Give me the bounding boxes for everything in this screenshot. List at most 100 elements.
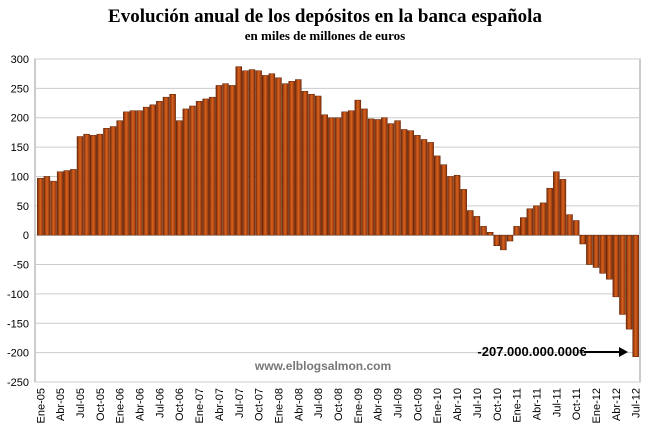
bar [619,234,626,315]
bar [156,101,163,236]
y-tick-label: -150 [7,318,29,330]
x-tick-label: Abr-05 [55,388,67,421]
bar [526,208,534,236]
x-tick-label: Oct-05 [95,388,107,421]
bar [486,231,494,236]
bar [506,234,514,242]
y-tick-label: -200 [7,348,29,360]
bar [394,120,401,236]
x-tick-label: Oct-08 [333,388,345,421]
y-tick-label: 50 [17,201,29,213]
x-tick-label: Jul-12 [631,388,643,418]
bar [361,108,368,236]
bar [473,216,481,236]
x-tick-label: Ene-08 [273,388,285,423]
bar [96,133,104,236]
bar [195,101,203,236]
bar [420,139,428,236]
bar [169,93,176,236]
bar [381,117,388,236]
x-tick-label: Jul-09 [393,388,405,418]
bar [288,81,295,236]
x-tick-label: Jul-07 [234,388,246,418]
bar [162,96,170,236]
bar [434,155,441,236]
bar [612,234,620,298]
bar [281,83,289,236]
x-tick-label: Ene-05 [35,388,47,423]
bar [176,120,183,236]
x-tick-label: Abr-12 [611,388,623,421]
bar [116,120,123,236]
x-tick-label: Abr-09 [373,388,385,421]
x-tick-label: Oct-11 [571,388,583,420]
x-tick-label: Ene-07 [194,388,206,423]
x-tick-label: Abr-06 [135,388,147,421]
y-tick-label: 300 [11,54,29,66]
bar [579,234,586,245]
x-tick-label: Abr-10 [452,388,464,421]
bar [314,95,322,236]
y-tick-label: 100 [11,171,29,183]
bar [632,234,639,357]
y-tick-label: -100 [7,289,29,301]
x-tick-label: Jul-08 [313,388,325,418]
bar [520,217,527,236]
bar [63,170,70,236]
bar [235,66,242,236]
bar [387,123,395,236]
bar [70,169,77,236]
bar [209,96,216,236]
x-tick-label: Jul-05 [75,388,87,418]
bar [453,175,461,236]
bar [427,142,434,236]
bar [460,189,467,236]
x-tick-label: Jul-11 [551,388,563,417]
y-tick-label: -50 [13,260,29,272]
bar [625,234,633,330]
bar [341,111,348,236]
bar [493,234,500,247]
bar [513,226,520,236]
bar [56,171,64,236]
bar [500,234,507,251]
bar [572,220,580,236]
bar [215,85,223,236]
x-tick-label: Ene-09 [353,388,365,423]
bar [222,83,229,236]
x-tick-label: Ene-10 [432,388,444,423]
bar [182,108,190,236]
bar [76,136,84,236]
x-tick-label: Abr-08 [293,388,305,421]
bar [599,234,606,274]
x-tick-label: Abr-07 [214,388,226,421]
bar [129,110,137,236]
bar [354,99,362,236]
watermark: www.elblogsalmon.com [254,359,391,373]
bar [189,105,196,236]
bar [533,205,540,236]
bar [586,234,593,265]
bar [228,85,236,236]
bar [546,187,553,236]
bar [275,77,282,236]
bar [123,111,130,236]
bar [90,135,97,236]
bar [149,104,156,236]
x-tick-label: Oct-07 [254,388,266,421]
bar [202,98,209,236]
bar [374,119,381,236]
bar [295,79,302,236]
bar [142,106,150,236]
bar [321,114,328,236]
y-tick-label: 0 [23,230,29,242]
bar [109,126,117,236]
y-tick-label: 150 [11,142,29,154]
bar [242,70,249,236]
bar [268,73,276,236]
bar [400,129,408,236]
bar [414,135,421,236]
bar [592,234,600,268]
chart-title: Evolución anual de los depósitos en la b… [108,6,542,27]
